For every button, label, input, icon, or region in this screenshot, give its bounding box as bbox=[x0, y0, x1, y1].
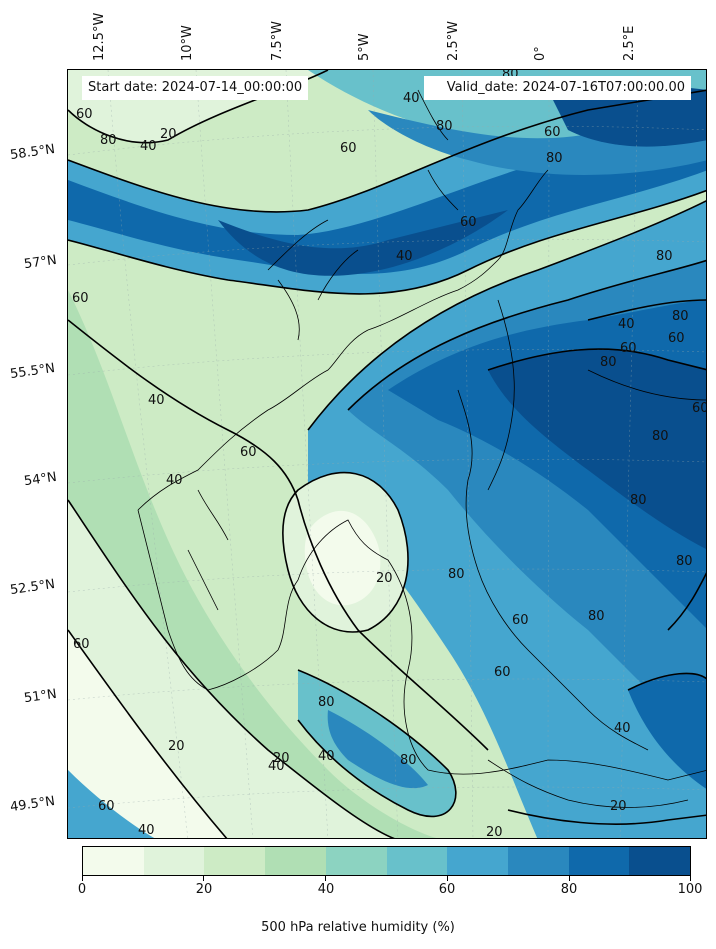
lat-label-58.5n: 58.5°N bbox=[9, 141, 56, 164]
colorbar-tick bbox=[82, 876, 83, 881]
colorbar-tick-label: 20 bbox=[195, 882, 213, 897]
contour-label: 20 bbox=[160, 127, 177, 142]
contour-label: 80 bbox=[436, 119, 453, 134]
start-date-label: Start date: 2024-07-14_00:00:00 bbox=[82, 76, 309, 100]
contour-label: 40 bbox=[166, 473, 183, 488]
colorbar-segment bbox=[265, 847, 326, 875]
contour-label: 20 bbox=[376, 571, 393, 586]
colorbar-segment bbox=[568, 847, 630, 875]
lon-label-2.5w: 2.5°W bbox=[446, 20, 461, 61]
contour-label: 80 bbox=[652, 429, 669, 444]
colorbar-tick-label: 60 bbox=[438, 882, 456, 897]
coastlines bbox=[137, 89, 706, 808]
lon-label-5w: 5°W bbox=[357, 33, 372, 61]
humidity-contours bbox=[68, 70, 706, 838]
lon-label-0: 0° bbox=[533, 46, 548, 61]
lon-label-7.5w: 7.5°W bbox=[270, 20, 285, 61]
lon-label-2.5e: 2.5°E bbox=[622, 25, 637, 61]
contour-label: 60 bbox=[544, 125, 561, 140]
contour-label: 40 bbox=[618, 317, 635, 332]
contour-label: 80 bbox=[318, 695, 335, 710]
colorbar-tick-label: 0 bbox=[77, 882, 87, 897]
lat-label-57n: 57°N bbox=[23, 252, 58, 273]
colorbar-segment bbox=[386, 847, 448, 875]
colorbar-tick bbox=[325, 876, 326, 881]
contour-labels: 80 40 60 20 80 40 60 80 60 80 60 40 60 8… bbox=[72, 70, 707, 839]
contour-label: 80 bbox=[676, 554, 693, 569]
contour-label: 20 bbox=[610, 799, 627, 814]
contour-label: 60 bbox=[692, 401, 707, 416]
contour-label: 80 bbox=[630, 493, 647, 508]
contour-label: 60 bbox=[340, 141, 357, 156]
colorbar-tick bbox=[447, 876, 448, 881]
lat-label-49.5n: 49.5°N bbox=[9, 793, 56, 816]
contour-label: 40 bbox=[140, 139, 157, 154]
contour-label: 40 bbox=[614, 721, 631, 736]
contour-label: 60 bbox=[668, 331, 685, 346]
humidity-fill-bands bbox=[68, 70, 706, 838]
contour-label: 60 bbox=[460, 215, 477, 230]
lon-label-10w: 10°W bbox=[180, 25, 195, 61]
contour-label: 20 bbox=[486, 825, 503, 839]
contour-label: 40 bbox=[138, 823, 155, 838]
colorbar-segment bbox=[83, 847, 144, 875]
lon-label-12.5w: 12.5°W bbox=[92, 12, 107, 61]
colorbar-tick-label: 80 bbox=[560, 882, 578, 897]
contour-label: 60 bbox=[240, 445, 257, 460]
colorbar-tick bbox=[690, 876, 691, 881]
lat-label-55.5n: 55.5°N bbox=[9, 360, 56, 383]
contour-label: 60 bbox=[620, 341, 637, 356]
colorbar-tick-label: 100 bbox=[677, 882, 703, 897]
contour-label: 60 bbox=[72, 291, 89, 306]
contour-label: 80 bbox=[600, 355, 617, 370]
contour-label: 60 bbox=[512, 613, 529, 628]
colorbar-tick bbox=[569, 876, 570, 881]
colorbar-segment bbox=[629, 847, 691, 875]
contour-label: 60 bbox=[76, 107, 93, 122]
lat-label-54n: 54°N bbox=[23, 469, 58, 490]
colorbar-tick-label: 40 bbox=[317, 882, 335, 897]
graticule-lines bbox=[68, 70, 706, 838]
colorbar-segment bbox=[143, 847, 205, 875]
contour-label: 80 bbox=[672, 309, 689, 324]
colorbar-segment bbox=[447, 847, 508, 875]
contour-label: 80 bbox=[448, 567, 465, 582]
colorbar-segment bbox=[325, 847, 387, 875]
contour-label: 60 bbox=[494, 665, 511, 680]
colorbar-tick bbox=[203, 876, 204, 881]
colorbar bbox=[82, 846, 691, 876]
contour-label: 60 bbox=[73, 637, 90, 652]
colorbar-segment bbox=[507, 847, 569, 875]
contour-label: 80 bbox=[588, 609, 605, 624]
contour-label: 80 bbox=[100, 133, 117, 148]
lat-label-51n: 51°N bbox=[23, 686, 58, 707]
colorbar-segment bbox=[204, 847, 266, 875]
contour-label: 40 bbox=[268, 759, 285, 774]
contour-label: 80 bbox=[656, 249, 673, 264]
lat-label-52.5n: 52.5°N bbox=[9, 576, 56, 599]
contour-label: 80 bbox=[400, 753, 417, 768]
contour-label: 80 bbox=[546, 151, 563, 166]
humidity-map: 80 40 60 20 80 40 60 80 60 80 60 40 60 8… bbox=[67, 69, 707, 839]
contour-label: 40 bbox=[403, 91, 420, 106]
colorbar-title: 500 hPa relative humidity (%) bbox=[261, 920, 455, 935]
contour-label: 20 bbox=[273, 751, 290, 766]
contour-label: 20 bbox=[168, 739, 185, 754]
valid-date-label: Valid_date: 2024-07-16T07:00:00.00 bbox=[424, 76, 691, 100]
contour-label: 40 bbox=[318, 749, 335, 764]
contour-label: 60 bbox=[98, 799, 115, 814]
humidity-field: 80 40 60 20 80 40 60 80 60 80 60 40 60 8… bbox=[68, 70, 707, 839]
contour-label: 40 bbox=[396, 249, 413, 264]
contour-label: 40 bbox=[148, 393, 165, 408]
